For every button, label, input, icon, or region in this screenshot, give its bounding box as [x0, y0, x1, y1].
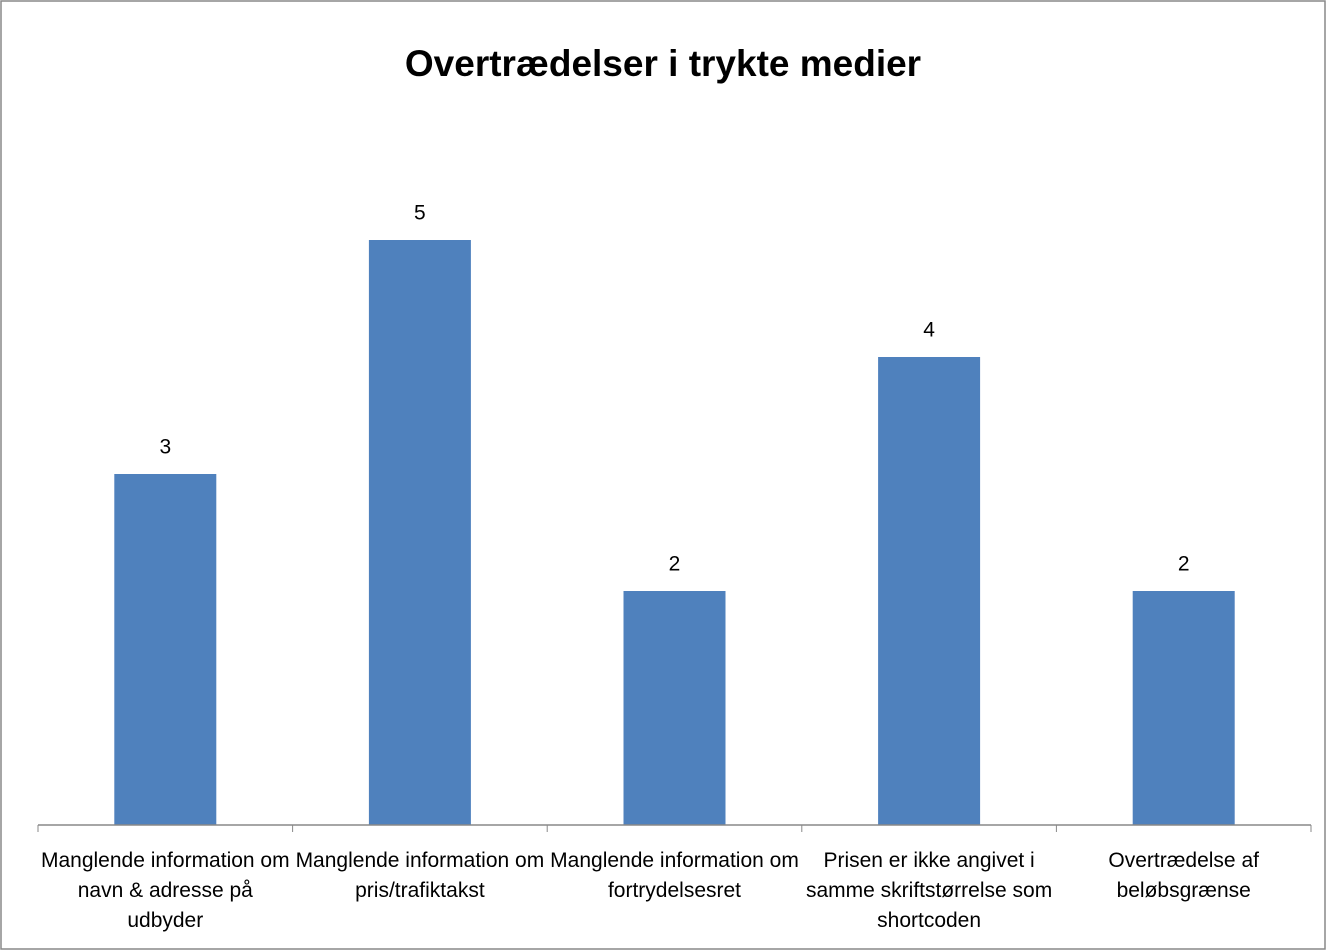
x-tick-label: Prisen er ikke angivet i samme skriftstø… [806, 849, 1053, 932]
chart-title: Overtrædelser i trykte medier [405, 43, 921, 84]
x-tick-label: Manglende information om pris/trafiktaks… [295, 849, 545, 902]
bar [1132, 591, 1235, 825]
data-label: 5 [414, 202, 426, 225]
data-label: 2 [1178, 553, 1190, 576]
data-label: 2 [669, 553, 681, 576]
x-tick-label: Manglende information om navn & adresse … [40, 849, 290, 932]
data-label: 4 [923, 319, 935, 342]
bar [114, 474, 217, 825]
x-tick-label: Manglende information om fortrydelsesret [550, 849, 799, 902]
x-tick-label: Overtrædelse af beløbsgrænse [1108, 849, 1259, 902]
bar [623, 591, 726, 825]
data-label: 3 [159, 436, 171, 459]
bar [368, 240, 471, 825]
bar [878, 357, 981, 825]
